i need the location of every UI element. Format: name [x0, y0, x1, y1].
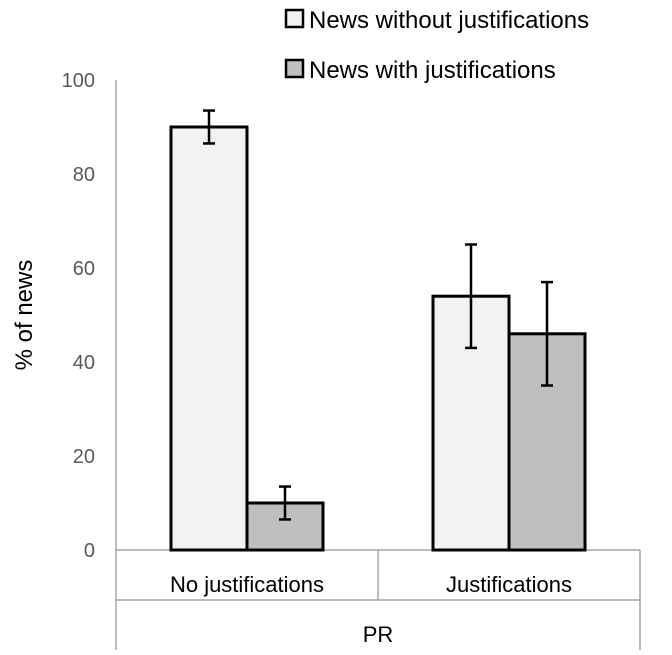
- category-label: No justifications: [170, 572, 324, 597]
- legend-swatch: [284, 58, 305, 79]
- group-label: PR: [363, 622, 394, 647]
- y-tick-label: 60: [73, 258, 95, 280]
- bar: [169, 125, 249, 552]
- y-tick-label: 80: [73, 164, 95, 186]
- category-label: Justifications: [446, 572, 572, 597]
- legend-swatch: [284, 8, 305, 29]
- legend-label: News without justifications: [309, 7, 589, 34]
- legend-label: News with justifications: [309, 57, 556, 84]
- y-tick-label: 20: [73, 446, 95, 468]
- y-tick-label: 40: [73, 352, 95, 374]
- y-axis-label: % of news: [11, 260, 38, 371]
- y-tick-label: 0: [84, 540, 95, 562]
- y-tick-label: 100: [62, 70, 95, 92]
